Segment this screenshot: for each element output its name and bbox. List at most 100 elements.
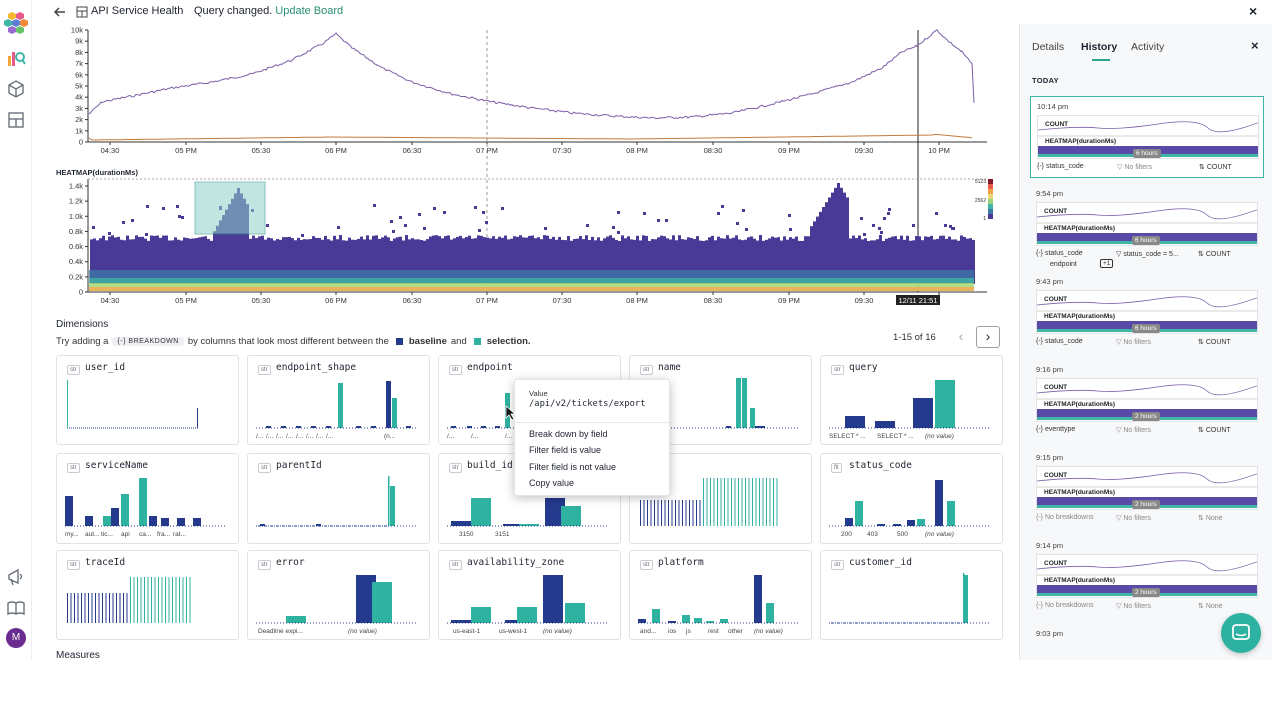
docs-book-icon[interactable] xyxy=(6,598,26,618)
dimension-value-label[interactable]: rest xyxy=(708,628,719,635)
dimension-value-label[interactable]: Deadline expi... xyxy=(258,628,303,635)
dimension-card[interactable]: str parentId xyxy=(247,453,430,544)
break-down-by-field-item[interactable]: Break down by field xyxy=(529,429,608,439)
dimension-value-label[interactable]: (no value) xyxy=(543,628,572,635)
history-entry[interactable]: 9:03 pm xyxy=(1030,624,1264,706)
history-entry[interactable]: 9:43 pm COUNT HEATMAP(durationMs) 6 hours {-… xyxy=(1030,272,1264,354)
dimension-value-label[interactable]: (no value) xyxy=(925,433,954,440)
histogram-bar xyxy=(392,398,397,428)
histogram-bar xyxy=(545,498,565,526)
dimension-value-label[interactable]: 3150 xyxy=(459,531,474,538)
heatmap-column xyxy=(546,235,549,284)
dimension-value-label[interactable]: /... xyxy=(447,433,455,440)
dimension-value-label[interactable]: aut... xyxy=(85,531,100,538)
dimension-card[interactable]: str query SELECT * ... SELECT * ... (no valu… xyxy=(820,355,1003,445)
heatmap-legend-swatch xyxy=(988,189,993,194)
filter-field-is-not-value-item[interactable]: Filter field is not value xyxy=(529,462,617,472)
heatmap-column xyxy=(189,238,192,284)
chat-support-button[interactable] xyxy=(1221,613,1261,653)
dimension-value-label[interactable]: (n... xyxy=(384,433,396,440)
query-results-charts[interactable]: 10k 9k 8k 7k 6k 5k 4k 3k 2k 1k 0 04:30 05 PM 05:30 06 … xyxy=(32,24,1002,314)
close-panel-button[interactable]: × xyxy=(1251,38,1259,53)
dataset-cube-icon[interactable] xyxy=(6,79,26,99)
dimension-value-label[interactable]: /... xyxy=(286,433,294,440)
history-entry[interactable]: 9:15 pm COUNT HEATMAP(durationMs) 2 hours {-… xyxy=(1030,448,1264,530)
dimension-value-label[interactable]: js xyxy=(686,628,691,635)
dimension-value-label[interactable]: /... xyxy=(505,433,513,440)
query-icon[interactable] xyxy=(6,48,26,68)
heatmap-column xyxy=(720,238,723,284)
heatmap-column xyxy=(867,240,870,284)
dimension-value-label[interactable]: us-west-1 xyxy=(499,628,528,635)
dimension-value-label[interactable]: fra... xyxy=(157,531,171,538)
histogram-bar xyxy=(875,421,895,428)
page-prev-button[interactable]: ‹ xyxy=(958,328,964,344)
tab-details[interactable]: Details xyxy=(1032,41,1065,53)
announcement-icon[interactable] xyxy=(6,567,26,587)
dimension-value-label[interactable]: SELECT * ... xyxy=(877,433,914,440)
dimension-card[interactable]: str user_id xyxy=(56,355,239,445)
tab-history[interactable]: History xyxy=(1081,41,1118,53)
dimension-value-label[interactable]: SELECT * ... xyxy=(829,433,866,440)
heatmap-column xyxy=(654,239,657,284)
heatmap-column xyxy=(936,238,939,284)
dimension-value-label[interactable]: /... xyxy=(266,433,274,440)
histogram-bar xyxy=(762,478,764,526)
dimension-value-label[interactable]: 3151 xyxy=(495,531,510,538)
order-text: COUNT xyxy=(1205,251,1231,258)
board-title[interactable]: API Service Health xyxy=(91,5,184,17)
history-time: 9:03 pm xyxy=(1036,629,1064,638)
boards-icon[interactable] xyxy=(6,110,26,130)
dimension-value-label[interactable]: /... xyxy=(276,433,284,440)
dimension-value-label[interactable]: 403 xyxy=(867,531,878,538)
dimension-value-label[interactable]: (no value) xyxy=(925,531,954,538)
dimension-card[interactable]: str serviceName my... aut... tic... api ca... f… xyxy=(56,453,239,544)
dimension-card[interactable]: str error Deadline expi... (no value) xyxy=(247,550,430,640)
dimension-value-label[interactable]: (no value) xyxy=(754,628,783,635)
dimension-value-label[interactable]: /... xyxy=(296,433,304,440)
dimension-value-label[interactable]: /... xyxy=(471,433,479,440)
dimension-value-label[interactable]: /... xyxy=(256,433,264,440)
tab-activity[interactable]: Activity xyxy=(1131,41,1165,53)
close-query-button[interactable]: × xyxy=(1249,3,1258,19)
dimension-card[interactable]: str platform and... ios js rest other (no value… xyxy=(629,550,812,640)
dimension-value-label[interactable]: 200 xyxy=(841,531,852,538)
history-entry[interactable]: 9:16 pm COUNT HEATMAP(durationMs) 2 hours {-… xyxy=(1030,360,1264,442)
heatmap-column xyxy=(138,236,141,284)
heatmap-outlier xyxy=(176,205,179,208)
heatmap-column xyxy=(543,235,546,284)
dimension-card[interactable]: str traceId xyxy=(56,550,239,640)
dimension-value-label[interactable]: /... xyxy=(306,433,314,440)
dimension-value-label[interactable]: my... xyxy=(65,531,79,538)
dimension-value-label[interactable]: (no value) xyxy=(348,628,377,635)
dimension-value-label[interactable]: other xyxy=(728,628,743,635)
history-entry[interactable]: 9:54 pm COUNT HEATMAP(durationMs) 6 hours {-… xyxy=(1030,184,1264,268)
history-thumbnail: COUNT HEATMAP(durationMs) 6 hours xyxy=(1037,115,1259,159)
page-next-button[interactable]: › xyxy=(976,326,1000,348)
dimension-value-label[interactable]: /... xyxy=(326,433,334,440)
history-entry[interactable]: 9:14 pm COUNT HEATMAP(durationMs) 2 hours {-… xyxy=(1030,536,1264,618)
dimension-value-label[interactable]: ca... xyxy=(139,531,152,538)
dimension-card[interactable]: str availability_zone us-east-1 us-west-1 (n… xyxy=(438,550,621,640)
dimension-value-label[interactable]: and... xyxy=(640,628,657,635)
dimension-value-label[interactable]: us-east-1 xyxy=(453,628,481,635)
dimension-value-label[interactable]: /... xyxy=(316,433,324,440)
dimension-card[interactable]: str endpoint_shape/.../.../.../.../.../..… xyxy=(247,355,430,445)
dimension-value-label[interactable]: api xyxy=(121,531,130,538)
dimension-value-label[interactable]: 500 xyxy=(897,531,908,538)
field-type-badge: str xyxy=(67,560,80,570)
avatar[interactable]: M xyxy=(6,628,26,648)
dimension-value-label[interactable]: ios xyxy=(668,628,677,635)
copy-value-item[interactable]: Copy value xyxy=(529,478,575,488)
update-board-link[interactable]: Update Board xyxy=(275,5,344,17)
back-arrow-icon[interactable] xyxy=(52,4,68,20)
filter-field-is-value-item[interactable]: Filter field is value xyxy=(529,445,602,455)
histogram-bar xyxy=(661,500,662,526)
dimension-card[interactable]: str customer_id xyxy=(820,550,1003,640)
logo-hexagons-icon[interactable] xyxy=(4,10,28,34)
dimension-value-label[interactable]: rat... xyxy=(173,531,187,538)
dimension-card[interactable]: flt status_code 200 403 500 (no value) xyxy=(820,453,1003,544)
history-entry[interactable]: 10:14 pm COUNT HEATMAP(durationMs) 6 hours {… xyxy=(1030,96,1264,178)
charts-svg[interactable]: 10k 9k 8k 7k 6k 5k 4k 3k 2k 1k 0 04:30 05 PM 05:30 06 … xyxy=(32,24,1002,314)
dimension-value-label[interactable]: tic... xyxy=(101,531,113,538)
